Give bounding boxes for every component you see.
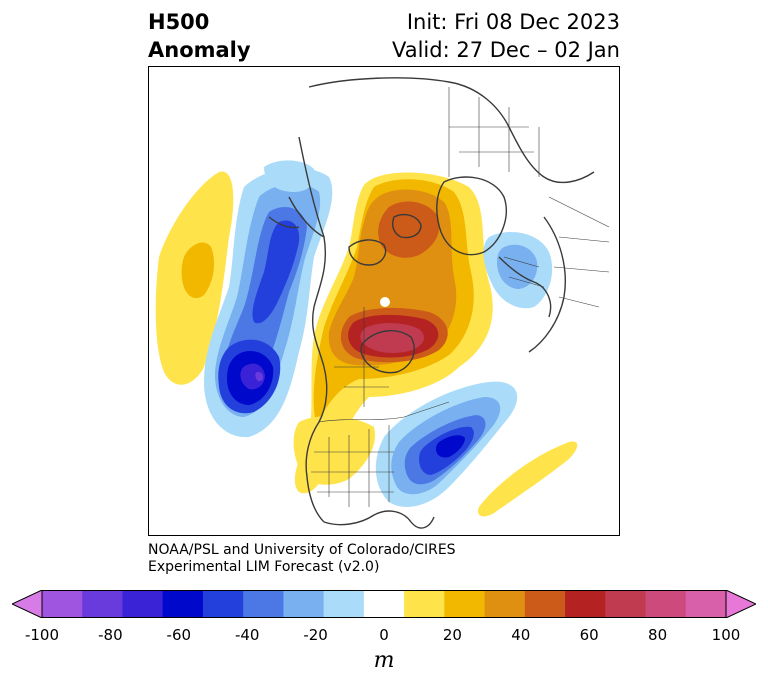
colorbar-tick-label: 20 — [442, 626, 462, 644]
data-credit: NOAA/PSL and University of Colorado/CIRE… — [148, 542, 456, 576]
colorbar-tick-label: -80 — [98, 626, 123, 644]
anomaly-map — [148, 66, 620, 536]
gulf-alaska-40 — [252, 220, 300, 324]
north-pole-marker — [380, 297, 390, 307]
colorbar-segment — [484, 590, 526, 618]
colorbar-segment — [283, 590, 325, 618]
ridge-70 — [360, 323, 424, 353]
ridge-50 — [378, 201, 440, 258]
positive-anomaly-fields — [155, 171, 578, 517]
credit-line-2: Experimental LIM Forecast (v2.0) — [148, 559, 380, 575]
colorbar-segment — [605, 590, 647, 618]
colorbar-tick-label: -60 — [166, 626, 192, 644]
colorbar-tick-label: -20 — [303, 626, 328, 644]
colorbar-unit: m — [373, 648, 395, 673]
colorbar-segment — [444, 590, 486, 618]
colorbar-segment — [363, 590, 405, 618]
east-us-50 — [436, 435, 465, 458]
colorbar — [12, 590, 756, 618]
colorbar-extend-low — [12, 590, 43, 618]
colorbar-extend-high — [725, 590, 756, 618]
colorbar-tick-label: 80 — [648, 626, 668, 644]
colorbar-segment — [42, 590, 83, 618]
colorbar-segment — [122, 590, 164, 618]
gulf-alaska-south-60 — [240, 363, 265, 390]
colorbar-segment — [243, 590, 284, 618]
bering-10 — [264, 160, 316, 192]
colorbar-tick-label: 60 — [579, 626, 599, 644]
colorbar-tick-label: 100 — [711, 626, 741, 644]
colorbar-border — [41, 590, 727, 618]
colorbar-segment — [202, 590, 244, 618]
colorbar-tick-label: -100 — [24, 626, 60, 644]
atlantic-ridge-20 — [478, 441, 578, 517]
negative-anomaly-fields — [204, 160, 553, 507]
colorbar-ticks: -100 -80 -60 -40 -20 0 20 40 60 80 100 — [0, 626, 768, 646]
colorbar-segment — [323, 590, 365, 618]
europe-20 — [497, 244, 538, 289]
colorbar-segment — [82, 590, 123, 618]
valid-date-range: Valid: 27 Dec – 02 Jan — [391, 38, 620, 62]
coastlines — [268, 77, 595, 529]
political-borders — [311, 87, 610, 507]
colorbar-tick-label: -40 — [234, 626, 260, 644]
colorbar-segment — [404, 590, 445, 618]
colorbar-segment — [685, 590, 727, 618]
gulf-alaska-south-70 — [255, 371, 264, 382]
credit-line-1: NOAA/PSL and University of Colorado/CIRE… — [148, 542, 456, 558]
west-us-ridge-20 — [293, 415, 375, 485]
field-title: Anomaly — [148, 38, 251, 62]
colorbar-segment — [645, 590, 687, 618]
colorbar-segment — [162, 590, 204, 618]
colorbar-tick-label: 40 — [511, 626, 531, 644]
colorbar-segment — [565, 590, 606, 618]
pacific-ridge-30 — [181, 242, 215, 299]
map-svg — [155, 77, 610, 529]
variable-title: H500 — [148, 10, 210, 34]
chart-title-right: Init: Fri 08 Dec 2023 Valid: 27 Dec – 02… — [392, 8, 620, 64]
init-date: Init: Fri 08 Dec 2023 — [406, 10, 620, 34]
chart-title-left: H500 Anomaly — [148, 8, 251, 64]
colorbar-tick-label: 0 — [379, 626, 389, 644]
colorbar-segment — [524, 590, 566, 618]
